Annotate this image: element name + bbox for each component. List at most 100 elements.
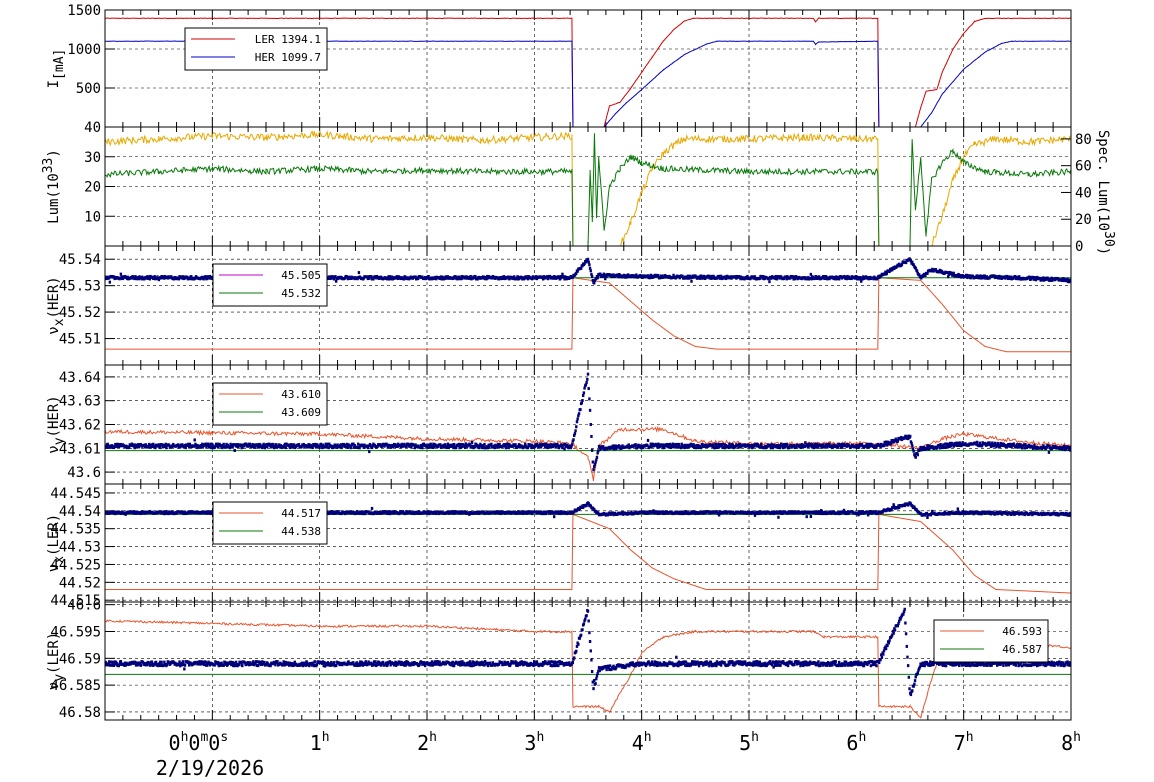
data-point — [767, 276, 770, 280]
legend-entry: 45.532 — [281, 287, 321, 300]
data-point — [758, 510, 762, 514]
data-point — [904, 434, 908, 438]
data-point — [888, 270, 891, 274]
data-point — [1000, 275, 1003, 279]
data-point — [535, 275, 538, 279]
data-point — [587, 387, 590, 391]
data-point — [676, 442, 679, 446]
data-point — [641, 444, 644, 448]
legend-box — [212, 263, 328, 307]
data-point — [314, 445, 318, 449]
data-point — [683, 446, 686, 450]
data-point — [717, 442, 720, 446]
data-point — [562, 443, 566, 447]
data-point — [760, 275, 764, 279]
data-point — [712, 443, 715, 447]
data-point — [352, 445, 356, 449]
data-point — [594, 460, 597, 464]
data-point — [942, 512, 946, 516]
data-point — [846, 512, 849, 516]
data-point — [405, 510, 408, 514]
data-point — [321, 443, 325, 447]
data-point — [292, 443, 296, 447]
data-point — [427, 510, 430, 514]
data-point — [1062, 277, 1065, 281]
data-point — [1011, 443, 1015, 447]
data-point — [977, 276, 980, 280]
data-point — [1007, 277, 1010, 281]
data-point — [946, 275, 950, 279]
data-point — [580, 505, 583, 509]
data-point — [593, 507, 596, 511]
data-point — [526, 275, 529, 279]
data-point — [926, 271, 929, 275]
data-point — [909, 502, 913, 506]
data-point — [814, 445, 817, 449]
data-point — [573, 434, 576, 437]
data-point — [968, 274, 971, 278]
y-tick-label: 45.51 — [59, 332, 101, 348]
data-point — [585, 503, 588, 507]
data-point — [897, 504, 900, 508]
data-point — [205, 445, 208, 449]
data-point — [857, 445, 861, 449]
data-point — [861, 277, 864, 281]
data-point — [941, 446, 944, 450]
data-point — [626, 445, 630, 449]
data-point — [778, 446, 782, 450]
data-point — [997, 276, 1000, 280]
data-point — [774, 274, 777, 278]
data-point — [176, 443, 180, 447]
data-point — [623, 273, 626, 277]
data-point — [551, 445, 555, 449]
data-point — [775, 443, 779, 447]
data-point — [402, 277, 405, 281]
data-point — [512, 275, 516, 279]
data-point — [539, 510, 543, 514]
data-point — [635, 273, 638, 277]
data-point — [680, 442, 684, 446]
data-point — [824, 275, 828, 279]
y-tick-label: 20 — [84, 180, 101, 196]
data-point — [947, 442, 951, 446]
data-point — [1040, 276, 1044, 280]
data-point — [133, 446, 136, 450]
data-point — [204, 442, 207, 446]
data-point — [620, 446, 624, 450]
data-point — [470, 440, 474, 444]
y-axis-title: νx(LER) — [46, 514, 67, 572]
data-point — [372, 277, 375, 281]
data-point — [388, 512, 392, 516]
data-point — [775, 277, 779, 281]
data-point — [134, 443, 137, 447]
data-point — [481, 444, 485, 448]
data-point — [541, 277, 545, 281]
data-point — [599, 272, 602, 276]
data-point — [785, 277, 788, 281]
data-point — [989, 443, 992, 447]
data-point — [405, 445, 408, 449]
data-point — [672, 273, 675, 277]
data-point — [339, 443, 343, 447]
data-point — [370, 275, 373, 279]
data-point — [329, 511, 332, 515]
data-point — [1066, 277, 1069, 281]
y-tick-label: 43.62 — [59, 418, 101, 434]
data-point — [958, 441, 962, 445]
data-point — [588, 408, 592, 412]
data-point — [776, 445, 779, 449]
data-point — [1002, 442, 1006, 446]
data-point — [718, 510, 721, 514]
y-tick-label: 43.64 — [59, 370, 101, 386]
data-point — [975, 440, 979, 444]
data-point — [707, 274, 710, 278]
data-point — [659, 276, 662, 280]
data-point — [669, 446, 672, 450]
data-point — [771, 443, 774, 447]
data-point — [136, 443, 140, 447]
data-point — [208, 274, 212, 278]
data-point — [1069, 512, 1071, 516]
data-point — [507, 275, 510, 279]
data-point — [366, 446, 370, 450]
data-point — [592, 468, 595, 472]
